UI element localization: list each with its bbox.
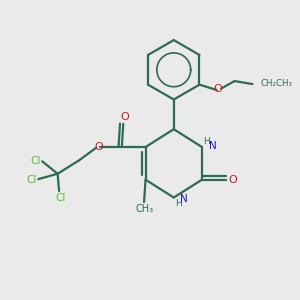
Text: CH₃: CH₃ <box>135 204 153 214</box>
Text: O: O <box>214 84 223 94</box>
Text: Cl: Cl <box>55 194 65 203</box>
Text: N: N <box>209 140 217 151</box>
Text: N: N <box>180 194 188 204</box>
Text: O: O <box>228 175 237 185</box>
Text: Cl: Cl <box>27 175 37 185</box>
Text: O: O <box>120 112 129 122</box>
Text: H: H <box>203 136 210 146</box>
Text: CH₂CH₃: CH₂CH₃ <box>261 79 293 88</box>
Text: O: O <box>95 142 103 152</box>
Text: H: H <box>175 199 181 208</box>
Text: Cl: Cl <box>31 156 41 166</box>
